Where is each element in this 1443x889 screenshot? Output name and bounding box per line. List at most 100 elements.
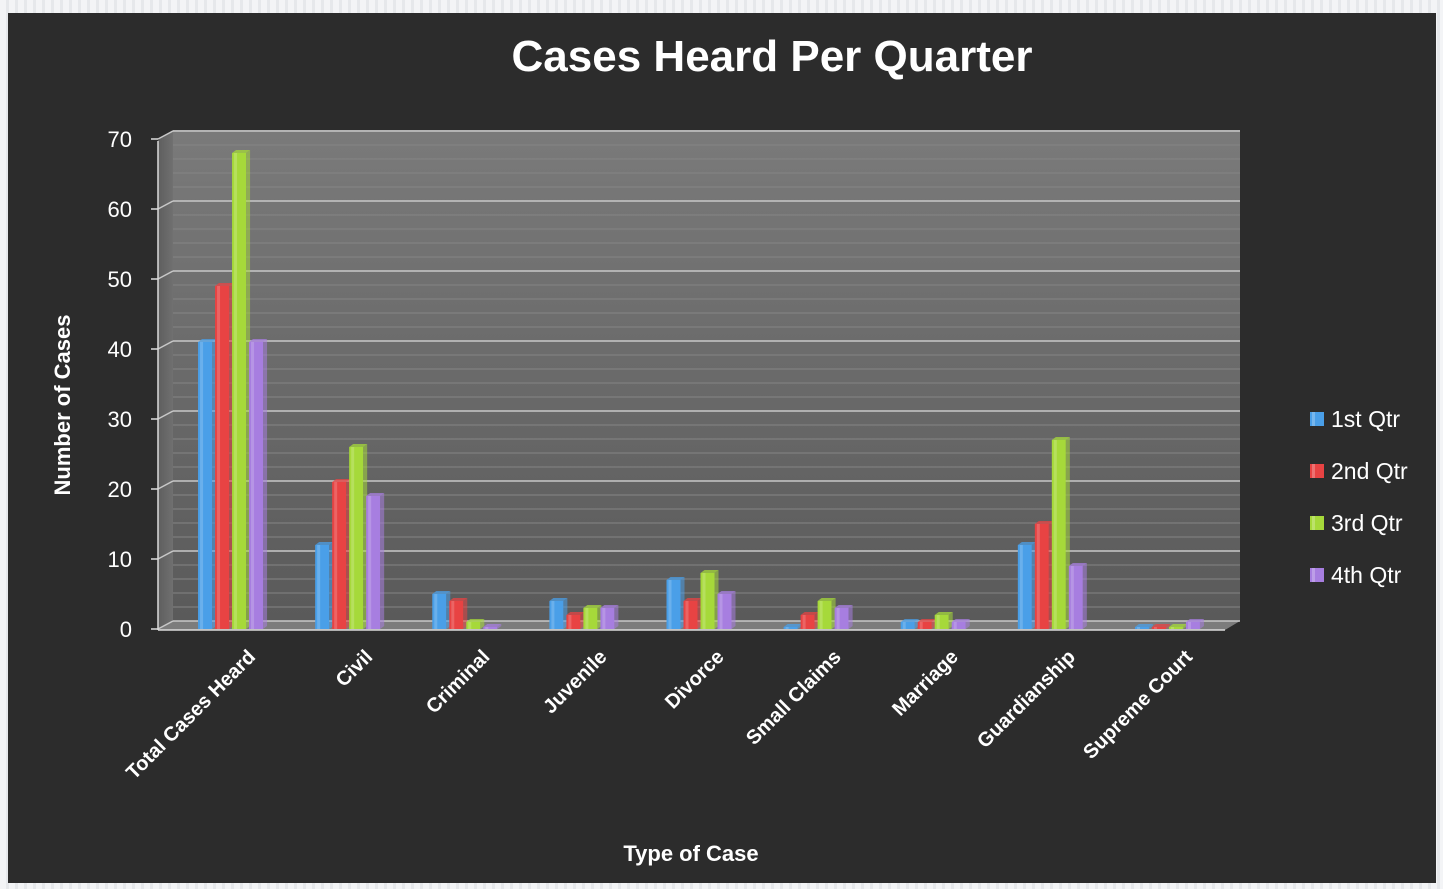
bar-group: [951, 619, 970, 629]
bar: [215, 286, 230, 629]
bar-top: [817, 598, 836, 601]
bar: [1168, 627, 1183, 629]
gridline-depth: [157, 480, 174, 490]
bar-highlight: [234, 153, 238, 629]
bar-highlight: [719, 594, 723, 629]
bar-top: [366, 493, 385, 496]
bar-highlight: [334, 482, 338, 629]
bar-group: [683, 598, 702, 629]
bar-group: [549, 598, 568, 629]
bar-highlight: [802, 615, 806, 629]
bar-group: [1151, 624, 1170, 629]
bar-highlight: [836, 608, 840, 629]
bar: [717, 594, 732, 629]
bar-top: [232, 150, 251, 153]
bar-group: [315, 542, 334, 629]
bar-highlight: [953, 622, 957, 629]
bar: [1068, 566, 1083, 629]
bar-group: [800, 612, 819, 629]
bar-top: [332, 479, 351, 482]
y-tick-label: 20: [108, 477, 132, 502]
bar-group: [232, 150, 251, 629]
y-tick-label: 0: [120, 617, 132, 642]
bar-highlight: [1153, 627, 1157, 629]
chart-title: Cases Heard Per Quarter: [512, 32, 1033, 81]
bar: [466, 622, 481, 629]
bar-top: [432, 591, 451, 594]
bar-highlight: [919, 622, 923, 629]
bar-group: [349, 444, 368, 629]
bar-highlight: [936, 615, 940, 629]
bar: [332, 482, 347, 629]
bar: [366, 496, 381, 629]
x-category-label: Small Claims: [742, 646, 846, 750]
bar-highlight: [902, 622, 906, 629]
bar-top: [934, 612, 953, 615]
bar-highlight: [1170, 627, 1174, 629]
legend-swatch-highlight: [1312, 516, 1315, 530]
plot-side-wall: [158, 130, 173, 630]
chart-area: Cases Heard Per Quarter 0 10 20 30 40 50 60 70 T…: [8, 13, 1436, 883]
bar-group: [1034, 521, 1053, 629]
bar-group: [834, 605, 853, 629]
bar: [934, 615, 949, 629]
bar-group: [1134, 624, 1153, 629]
bar-highlight: [819, 601, 823, 629]
bar-group: [483, 624, 502, 629]
y-tick-label: 10: [108, 547, 132, 572]
bar: [600, 608, 615, 629]
bar-highlight: [785, 627, 789, 629]
bar-top: [549, 598, 568, 601]
bar-highlight: [200, 342, 204, 629]
bar-highlight: [668, 580, 672, 629]
gridline-depth: [157, 130, 174, 140]
legend-swatch-highlight: [1312, 464, 1315, 478]
bar-group: [1068, 563, 1087, 629]
bar-side: [1082, 563, 1087, 629]
legend-item: 2nd Qtr: [1310, 458, 1408, 484]
bar-highlight: [1053, 440, 1057, 629]
y-tick-label: 50: [108, 267, 132, 292]
bar: [449, 601, 464, 629]
legend-label: 3rd Qtr: [1331, 510, 1403, 536]
bar-group: [917, 619, 936, 629]
bar: [951, 622, 966, 629]
bar-side: [380, 493, 385, 629]
bar-highlight: [251, 342, 255, 629]
bar-highlight: [485, 627, 489, 629]
bar-highlight: [434, 594, 438, 629]
x-category-label: Juvenile: [539, 646, 611, 718]
bar-group: [449, 598, 468, 629]
bar-group: [583, 605, 602, 629]
bar-side: [480, 619, 485, 629]
bar: [315, 545, 330, 629]
bar-group: [934, 612, 953, 629]
bar-highlight: [468, 622, 472, 629]
bar-side: [1165, 624, 1170, 629]
bar: [666, 580, 681, 629]
gridline-depth: [157, 410, 174, 420]
legend-swatch: [1310, 516, 1324, 530]
bar-top: [600, 605, 619, 608]
bar: [800, 615, 815, 629]
gridline-depth: [157, 550, 174, 560]
bar: [232, 153, 247, 629]
x-category-label: Marriage: [888, 646, 963, 721]
bar: [549, 601, 564, 629]
bar-side: [848, 605, 853, 629]
y-tick-label: 40: [108, 337, 132, 362]
bar: [1017, 545, 1032, 629]
bar-highlight: [368, 496, 372, 629]
legend-label: 4th Qtr: [1331, 562, 1402, 588]
bar-highlight: [585, 608, 589, 629]
bar-side: [497, 624, 502, 629]
bar-group: [700, 570, 719, 629]
legend-swatch: [1310, 412, 1324, 426]
bar-top: [449, 598, 468, 601]
bar-top: [1168, 624, 1187, 627]
bar-group: [1051, 437, 1070, 629]
bar-top: [783, 624, 802, 627]
bar: [917, 622, 932, 629]
bar-group: [198, 339, 217, 629]
